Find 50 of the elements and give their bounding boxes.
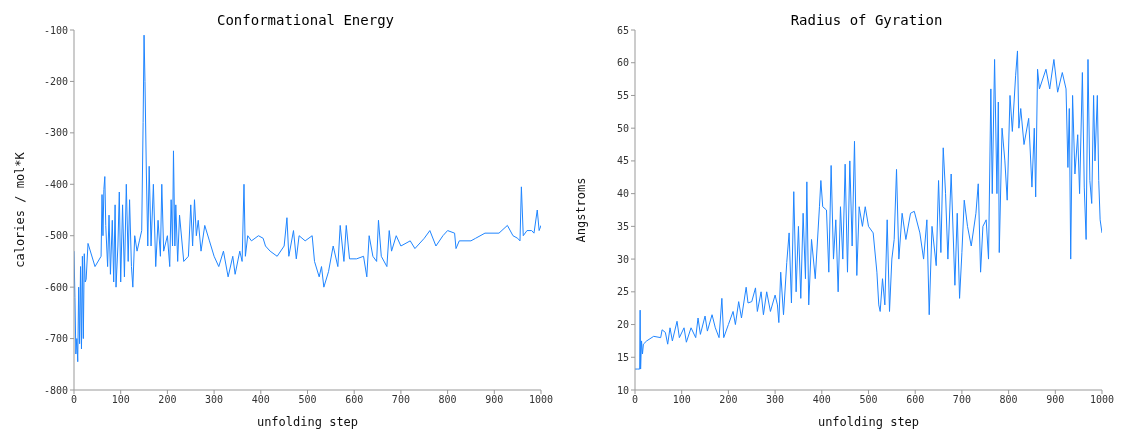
y-axis-title: Angstroms (574, 177, 589, 243)
y-tick-label: 25 (616, 286, 629, 298)
y-tick-label: 10 (616, 384, 629, 396)
x-tick-label: 400 (251, 394, 270, 406)
x-tick-label: 0 (70, 394, 78, 406)
x-tick-label: 100 (672, 394, 691, 406)
y-tick-label: -500 (43, 230, 68, 242)
x-tick-label: 800 (999, 394, 1018, 406)
x-tick-label: 700 (952, 394, 971, 406)
x-tick-label: 400 (812, 394, 831, 406)
y-tick-label: 15 (616, 351, 629, 363)
chart-title: Conformational Energy (216, 12, 395, 28)
y-tick-label: 30 (616, 253, 629, 265)
x-tick-label: 0 (631, 394, 639, 406)
y-tick-label: 60 (616, 57, 629, 69)
x-tick-label: 1000 (528, 394, 554, 406)
chart-title: Radius of Gyration (789, 12, 944, 28)
y-tick-label: 35 (616, 220, 629, 232)
x-tick-label: 800 (438, 394, 457, 406)
x-tick-label: 500 (298, 394, 317, 406)
y-axis-title: calories / mol*K (13, 151, 28, 268)
x-axis-title: unfolding step (256, 415, 359, 429)
x-tick-label: 900 (1046, 394, 1065, 406)
y-tick-label: -700 (43, 333, 68, 345)
y-tick-label: 65 (616, 24, 629, 36)
y-tick-label: -300 (43, 127, 68, 139)
y-tick-label: -100 (43, 24, 68, 36)
line-series (635, 50, 1102, 370)
x-tick-label: 300 (766, 394, 785, 406)
x-tick-label: 600 (906, 394, 925, 406)
x-tick-label: 900 (485, 394, 504, 406)
x-tick-label: 200 (158, 394, 177, 406)
y-tick-label: 45 (616, 155, 629, 167)
x-tick-label: 300 (205, 394, 224, 406)
x-axis-title: unfolding step (817, 415, 920, 429)
y-tick-label: 20 (616, 319, 629, 331)
x-tick-label: 1000 (1089, 394, 1115, 406)
x-tick-label: 200 (719, 394, 738, 406)
y-tick-label: 40 (616, 188, 629, 200)
y-tick-label: -600 (43, 281, 68, 293)
y-tick-label: -200 (43, 75, 68, 87)
x-tick-label: 100 (111, 394, 130, 406)
x-tick-label: 600 (345, 394, 364, 406)
x-tick-label: 700 (391, 394, 410, 406)
y-tick-label: -800 (43, 384, 68, 396)
y-tick-label: 55 (616, 90, 629, 101)
y-tick-label: -400 (43, 178, 68, 190)
line-series (74, 34, 541, 363)
y-tick-label: 50 (616, 122, 629, 134)
x-tick-label: 500 (859, 394, 878, 406)
